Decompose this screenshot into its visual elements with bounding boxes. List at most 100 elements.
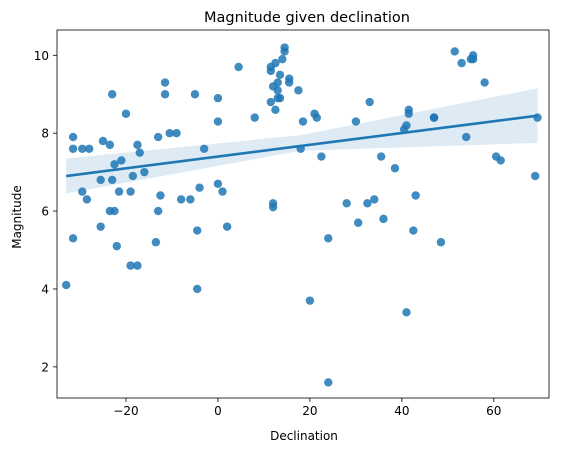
plot-frame bbox=[56, 29, 550, 399]
data-point bbox=[278, 55, 287, 64]
data-point bbox=[402, 308, 411, 317]
data-point bbox=[365, 97, 374, 107]
data-point bbox=[133, 140, 142, 150]
y-tick-label: 2 bbox=[41, 360, 49, 374]
data-point bbox=[275, 70, 285, 79]
data-point bbox=[213, 179, 223, 189]
data-point bbox=[271, 58, 280, 68]
data-point bbox=[250, 113, 259, 122]
data-point bbox=[153, 206, 163, 216]
data-point bbox=[531, 171, 540, 181]
data-point bbox=[317, 152, 326, 161]
data-point bbox=[266, 66, 276, 76]
data-point bbox=[496, 156, 505, 165]
data-point bbox=[107, 90, 117, 99]
data-point bbox=[468, 51, 478, 60]
data-point bbox=[193, 284, 202, 294]
data-point bbox=[110, 160, 119, 169]
y-axis-label: Magnitude bbox=[10, 185, 24, 249]
data-point bbox=[156, 191, 165, 200]
data-point bbox=[105, 140, 115, 150]
data-point bbox=[273, 86, 282, 95]
data-point bbox=[266, 97, 276, 107]
data-point bbox=[213, 93, 223, 103]
data-point bbox=[268, 202, 278, 212]
data-point bbox=[275, 93, 285, 103]
data-point bbox=[186, 195, 195, 204]
data-point bbox=[480, 78, 489, 87]
data-point bbox=[126, 261, 135, 270]
plot-area: −20 0 20 40 60 2 4 6 8 10 bbox=[34, 29, 550, 418]
data-point bbox=[324, 378, 333, 387]
data-point bbox=[176, 195, 186, 204]
data-point bbox=[68, 132, 78, 142]
data-point bbox=[199, 144, 209, 153]
data-point bbox=[78, 187, 87, 196]
data-point bbox=[353, 218, 363, 227]
data-point bbox=[273, 78, 282, 87]
confidence-band bbox=[66, 88, 538, 194]
data-point bbox=[450, 47, 459, 56]
data-point bbox=[151, 238, 161, 247]
x-tick-label: 60 bbox=[486, 404, 501, 418]
data-point bbox=[78, 144, 87, 153]
data-point bbox=[126, 187, 135, 196]
y-tick-label: 8 bbox=[41, 127, 49, 141]
data-point bbox=[379, 214, 388, 224]
data-point bbox=[117, 156, 126, 165]
data-point bbox=[218, 187, 227, 196]
data-point bbox=[165, 128, 174, 138]
data-point bbox=[370, 195, 379, 204]
data-point bbox=[135, 148, 144, 157]
data-point bbox=[342, 199, 351, 208]
data-point bbox=[107, 175, 117, 185]
x-tick-label: −20 bbox=[113, 404, 138, 418]
x-tick-label: 20 bbox=[302, 404, 317, 418]
y-tick-label: 10 bbox=[34, 49, 49, 63]
data-point bbox=[462, 132, 471, 142]
chart-title: Magnitude given declination bbox=[204, 10, 410, 26]
data-point bbox=[140, 167, 149, 177]
data-point bbox=[110, 206, 119, 216]
data-point bbox=[404, 105, 413, 115]
regression-line bbox=[66, 114, 538, 178]
data-point bbox=[312, 113, 321, 122]
data-point bbox=[363, 199, 372, 208]
data-point bbox=[457, 58, 466, 68]
data-point bbox=[114, 187, 124, 196]
data-point bbox=[213, 117, 223, 126]
data-point bbox=[112, 241, 121, 251]
data-point bbox=[298, 117, 308, 126]
data-point bbox=[82, 195, 92, 204]
data-point bbox=[160, 90, 170, 99]
data-point bbox=[533, 113, 542, 122]
data-point bbox=[68, 234, 78, 243]
data-point bbox=[96, 175, 105, 185]
y-tick-label: 6 bbox=[41, 205, 49, 219]
x-tick-label: 0 bbox=[214, 404, 222, 418]
data-point bbox=[285, 78, 294, 87]
data-point bbox=[436, 238, 446, 247]
data-point bbox=[121, 109, 131, 118]
data-point bbox=[234, 62, 243, 72]
data-point bbox=[429, 113, 439, 122]
data-point bbox=[351, 117, 361, 126]
x-tick-label: 40 bbox=[394, 404, 409, 418]
data-point bbox=[84, 144, 94, 153]
data-point bbox=[172, 128, 181, 138]
data-point bbox=[160, 78, 170, 87]
data-point bbox=[222, 222, 232, 231]
data-point bbox=[280, 47, 289, 56]
x-axis-label: Declination bbox=[270, 429, 338, 443]
data-point bbox=[271, 105, 280, 115]
data-point bbox=[61, 280, 71, 290]
data-point bbox=[390, 164, 400, 173]
data-point bbox=[133, 261, 142, 270]
data-point bbox=[376, 152, 386, 161]
data-point bbox=[409, 226, 418, 235]
data-point bbox=[153, 132, 163, 142]
y-tick-label: 4 bbox=[41, 282, 49, 296]
data-point bbox=[190, 90, 200, 99]
